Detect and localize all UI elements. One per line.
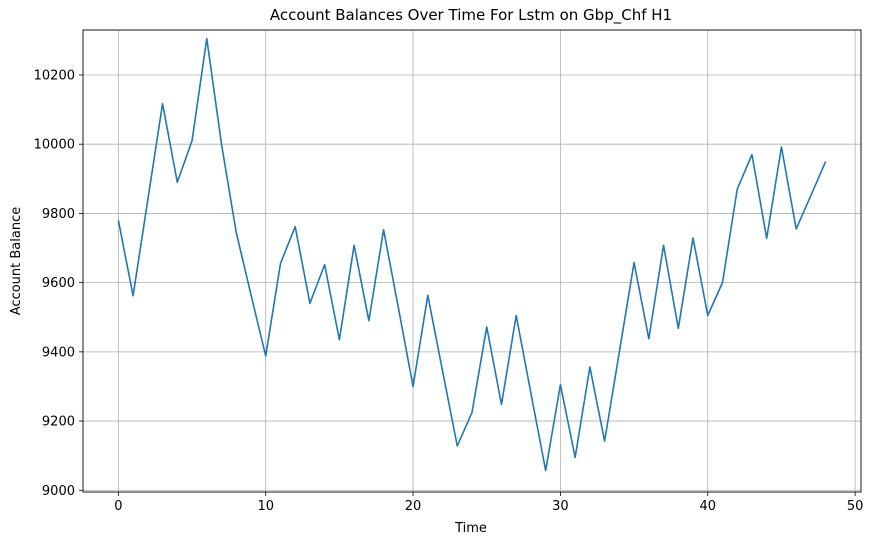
x-tick-label: 0 <box>114 499 122 514</box>
series-line <box>117 37 827 472</box>
y-axis-label: Account Balance <box>9 207 24 315</box>
x-axis-label: Time <box>454 521 487 536</box>
series-layer <box>117 37 827 472</box>
x-axis: 0 10 20 30 40 50 <box>114 492 863 514</box>
y-tick-label: 9400 <box>42 345 75 360</box>
x-tick-label: 50 <box>847 499 864 514</box>
chart-title: Account Balances Over Time For Lstm on G… <box>270 6 672 25</box>
y-tick-label: 9200 <box>42 415 75 430</box>
y-tick-label: 9000 <box>42 484 75 499</box>
x-tick-label: 20 <box>405 499 422 514</box>
plot-frame <box>82 29 862 493</box>
x-tick-label: 40 <box>699 499 716 514</box>
x-tick-label: 10 <box>257 499 274 514</box>
y-tick-label: 9600 <box>42 276 75 291</box>
grid <box>83 30 861 492</box>
x-tick-label: 30 <box>552 499 569 514</box>
y-tick-label: 10200 <box>34 68 75 83</box>
y-tick-label: 9800 <box>42 207 75 222</box>
y-axis: 9000 9200 9400 9600 9800 10000 10200 <box>34 68 83 499</box>
y-tick-label: 10000 <box>34 138 75 153</box>
